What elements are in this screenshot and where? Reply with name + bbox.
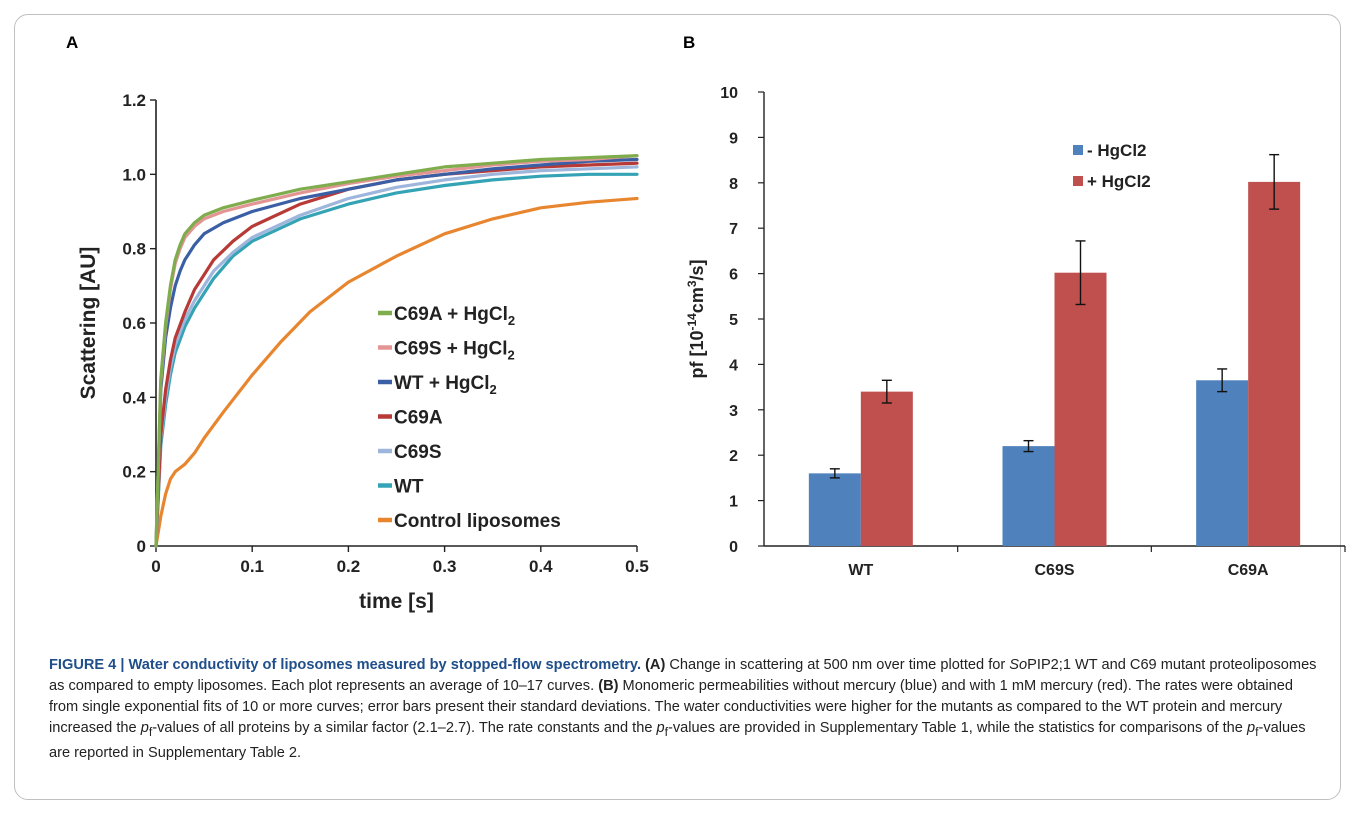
bar [860, 391, 913, 546]
legend-label: C69A [394, 408, 443, 429]
y-tick-label: 1.0 [122, 165, 146, 184]
x-tick-label: 0.5 [625, 557, 649, 576]
caption-so-italic: So [1009, 657, 1028, 673]
y-tick-label: 0 [729, 539, 738, 556]
y-axis-label: pf [10-14cm3/s] [685, 259, 707, 378]
caption-text-a2: PIP2;1 WT and C69 mutant proteoliposomes… [49, 657, 1317, 694]
legend-label: - HgCl2 [1087, 141, 1147, 160]
panel-a-label: A [66, 33, 79, 52]
category-label: C69A [1228, 562, 1269, 579]
y-tick-label: 0 [137, 537, 146, 556]
legend-label: WT [394, 477, 424, 498]
legend-label: + HgCl2 [1087, 172, 1151, 191]
legend-label: WT + HgCl2 [394, 373, 497, 397]
caption-pf-p-2: p [656, 720, 665, 736]
bar [1196, 380, 1249, 546]
caption-ref-a: (A) [645, 657, 666, 673]
y-axis-label-part: /s] [687, 259, 707, 280]
caption-pf-p: p [140, 720, 149, 736]
legend-label-subscript: 2 [508, 313, 515, 328]
y-tick-label: 0.4 [122, 388, 146, 407]
legend-swatch [1073, 176, 1083, 186]
y-tick-label: 1.2 [122, 91, 146, 110]
legend-label-subscript: 2 [508, 348, 515, 363]
bar [1054, 272, 1107, 546]
x-tick-label: 0.2 [337, 557, 361, 576]
category-label: WT [848, 562, 873, 579]
legend-label: Control liposomes [394, 511, 561, 532]
caption-text-b4: -values are reported in Supplementary Ta… [49, 720, 1306, 761]
panel-b-label: B [683, 33, 696, 52]
scattering-line-chart: 0 0.2 0.4 0.6 0.8 1.0 1.2 0 0.1 0.2 0.3 0.4 0.5 time … [77, 91, 649, 613]
category-label: C69S [1034, 562, 1074, 579]
legend-label-subscript: 2 [490, 382, 497, 397]
series-line [154, 157, 639, 548]
series-line [154, 154, 639, 548]
caption-pf-f: f [148, 724, 153, 739]
y-tick-label: 7 [729, 221, 738, 238]
caption-pf-p-3: p [1246, 720, 1256, 736]
y-tick-label: 5 [729, 312, 738, 329]
bar [1002, 446, 1055, 546]
bar [1248, 181, 1301, 546]
figure-frame [14, 14, 1341, 800]
x-tick-label: 0.1 [240, 557, 264, 576]
y-tick-label: 6 [729, 267, 738, 284]
series-line [154, 161, 639, 548]
caption-text-a1: Change in scattering at 500 nm over time… [669, 657, 1006, 673]
x-tick-label: 0.3 [433, 557, 457, 576]
y-tick-label: 4 [729, 357, 738, 374]
caption-pf-f-2: f [664, 724, 669, 739]
y-tick-label: 8 [729, 176, 738, 193]
caption-pf-f-3: f [1255, 724, 1259, 739]
y-axis-label: Scattering [AU] [77, 247, 100, 400]
caption-title: FIGURE 4 | Water conductivity of liposom… [49, 657, 641, 673]
y-tick-label: 1 [729, 494, 738, 511]
y-axis-label-part: pf [10 [687, 331, 707, 379]
y-axis-label-part: 3 [685, 280, 699, 287]
y-tick-label: 0.8 [122, 240, 146, 259]
bar [808, 473, 861, 546]
y-axis-label-part: -14 [685, 313, 699, 331]
series-line [154, 196, 639, 548]
legend-label: C69A + HgCl2 [394, 304, 515, 328]
y-tick-label: 9 [729, 130, 738, 147]
x-axis-label: time [s] [359, 590, 434, 613]
y-tick-label: 0.6 [122, 314, 146, 333]
legend-label: C69S + HgCl2 [394, 339, 515, 363]
caption-text-b2: -values of all proteins by a similar fac… [152, 720, 653, 736]
y-tick-label: 3 [729, 403, 738, 420]
x-tick-label: 0 [151, 557, 160, 576]
legend-swatch [1073, 145, 1083, 155]
caption-text-b1: Monomeric permeabilities without mercury… [49, 678, 1294, 736]
figure-caption: FIGURE 4 | Water conductivity of liposom… [49, 655, 1319, 764]
caption-ref-b: (B) [598, 678, 619, 694]
y-tick-label: 2 [729, 448, 738, 465]
caption-text-b3: -values are provided in Supplementary Ta… [668, 720, 1243, 736]
x-tick-label: 0.4 [529, 557, 553, 576]
y-tick-label: 10 [720, 85, 738, 102]
y-axis-label-part: cm [687, 287, 707, 313]
y-tick-label: 0.2 [122, 463, 146, 482]
legend-label: C69S [394, 442, 442, 463]
